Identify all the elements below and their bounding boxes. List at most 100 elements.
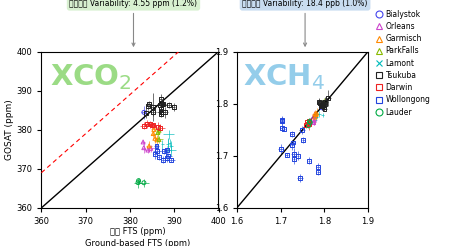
Point [155,138,162,141]
Point [305,121,312,125]
Point [318,113,325,117]
Y-axis label: GOSAT (ppm): GOSAT (ppm) [5,99,14,160]
Point [302,123,309,127]
Point [140,110,147,114]
Point [157,108,164,111]
Point [150,127,157,131]
Point [296,176,303,180]
Point [149,105,157,109]
Point [157,97,164,101]
Point [160,149,167,153]
Point [145,102,152,106]
Point [277,147,284,151]
Point [290,152,297,156]
Point [165,103,173,107]
Point [280,127,287,131]
Point [318,104,325,108]
Point [149,110,157,114]
Point [282,153,290,157]
Point [167,158,174,162]
Point [146,123,153,126]
Text: 地上 FTS (ppm): 地上 FTS (ppm) [110,227,165,236]
Point [314,170,321,174]
Point [290,156,297,160]
Point [309,115,317,119]
Point [315,112,322,116]
Point [318,106,325,110]
Point [154,125,162,129]
Point [157,110,165,114]
Point [140,181,147,185]
Point [152,144,160,148]
Point [144,104,151,108]
Point [306,121,313,124]
Point [151,136,158,140]
Point [315,101,322,105]
Point [157,110,164,114]
Point [310,119,317,123]
Point [151,152,158,156]
Point [304,119,312,123]
Point [168,148,175,152]
Point [305,122,312,126]
Point [305,120,312,124]
Point [158,102,166,106]
Point [159,103,166,107]
Point [169,105,177,109]
Point [147,146,154,150]
Point [318,102,325,106]
Point [299,138,306,142]
Point [320,105,327,108]
Text: XCO$_2$: XCO$_2$ [50,62,132,92]
Point [143,122,150,126]
Point [163,142,171,146]
Point [278,119,285,123]
Point [278,118,285,122]
Point [163,156,171,160]
Text: Ground-based FTS (ppm): Ground-based FTS (ppm) [85,239,190,246]
Point [309,121,317,124]
Point [134,179,142,183]
Point [164,144,171,148]
Point [324,96,331,100]
Point [149,132,157,136]
Point [314,100,322,104]
Point [288,140,296,144]
Point [145,144,152,148]
Point [318,105,325,108]
Point [298,128,305,132]
Point [139,140,146,144]
Point [320,107,327,111]
Point [157,101,164,105]
Point [156,103,163,107]
Point [164,154,172,158]
Point [155,155,162,159]
Point [319,104,326,108]
Text: バイアス Bias: 19.8 ppb (1.1%)
ばらつき Variability: 18.4 ppb (1.0%): バイアス Bias: 19.8 ppb (1.1%) ばらつき Variabil… [242,0,367,46]
Point [317,104,324,108]
Point [305,120,313,123]
Text: XCH$_4$: XCH$_4$ [243,62,325,92]
Point [148,123,156,127]
Point [287,132,295,136]
Point [142,111,149,115]
Point [166,141,173,145]
Legend: Bialystok, Orleans, Garmisch, ParkFalls, Lamont, Tsukuba, Darwin, Wollongong, La: Bialystok, Orleans, Garmisch, ParkFalls,… [374,10,430,117]
Point [167,144,174,148]
Point [154,131,161,135]
Point [157,107,164,111]
Point [321,100,328,104]
Point [305,159,312,163]
Point [313,165,321,169]
Point [157,112,164,116]
Point [302,120,310,124]
Point [277,126,285,130]
Text: バイアス Bias: 8.99 ppm (2.3%)
ばらつき Variability: 4.55 ppm (1.2%): バイアス Bias: 8.99 ppm (2.3%) ばらつき Variabil… [69,0,197,46]
Point [153,138,160,142]
Point [310,112,318,116]
Point [304,122,311,125]
Point [318,104,325,108]
Point [321,102,328,106]
Point [158,142,166,146]
Point [319,100,327,104]
